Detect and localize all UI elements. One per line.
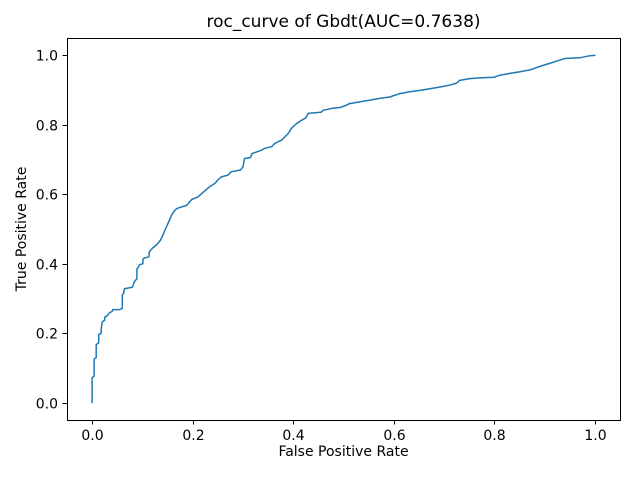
roc-curve-line xyxy=(91,54,596,404)
y-tick-label: 0.4 xyxy=(36,258,58,274)
y-tick-label: 0.8 xyxy=(36,119,58,135)
chart-title: roc_curve of Gbdt(AUC=0.7638) xyxy=(206,12,481,32)
x-tick-label: 0.6 xyxy=(383,428,405,444)
x-tick-label: 0.4 xyxy=(282,428,304,444)
y-axis-label: True Positive Rate xyxy=(14,166,30,292)
axes-spines xyxy=(67,38,621,421)
x-tick-label: 1.0 xyxy=(584,428,606,444)
y-tick-label: 0.2 xyxy=(36,327,58,343)
y-tick-label: 0.6 xyxy=(36,188,58,204)
x-tick-label: 0.0 xyxy=(81,428,103,444)
y-tick-label: 0.0 xyxy=(36,397,58,413)
x-tick-label: 0.2 xyxy=(182,428,204,444)
x-tick-label: 0.8 xyxy=(483,428,505,444)
y-tick-label: 1.0 xyxy=(36,49,58,65)
x-axis-label: False Positive Rate xyxy=(278,444,409,460)
